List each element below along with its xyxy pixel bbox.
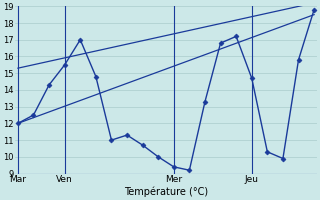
X-axis label: Température (°C): Température (°C) bbox=[124, 187, 208, 197]
